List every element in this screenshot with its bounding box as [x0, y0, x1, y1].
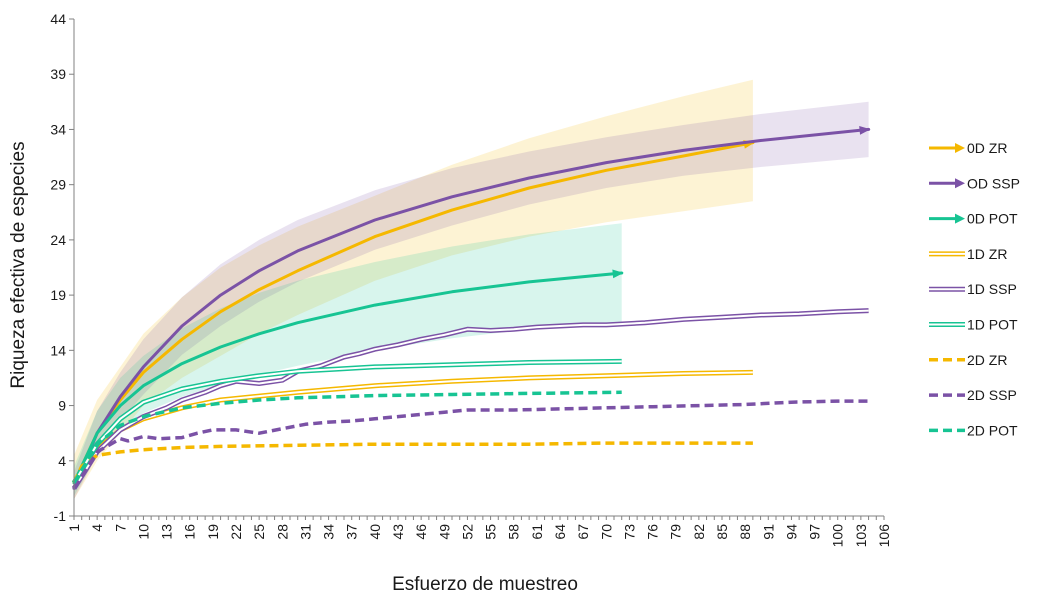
y-tick-label: 14: [50, 342, 66, 358]
x-tick-label: 97: [807, 524, 823, 540]
x-tick-label: 46: [413, 524, 429, 540]
x-tick-label: 82: [691, 524, 707, 540]
x-tick-label: 76: [645, 524, 661, 540]
series-1d-pot-core: [73, 360, 622, 484]
legend-label: 1D ZR: [967, 246, 1007, 262]
legend: 0D ZR OD SSP 0D POT 1D ZR 1D SSP 1D POT 2D ZR 2…: [929, 140, 1020, 438]
x-tick-label: 34: [321, 524, 337, 540]
legend-label: 2D POT: [967, 422, 1018, 438]
x-tick-label: 13: [159, 524, 175, 540]
series-1d-ssp-core: [73, 309, 869, 489]
legend-label: 1D POT: [967, 317, 1018, 333]
x-tick-label: 10: [135, 524, 151, 540]
x-tick-label: 100: [830, 524, 846, 548]
y-tick-label: 19: [50, 287, 66, 303]
x-tick-label: 88: [737, 524, 753, 540]
x-tick-label: 73: [621, 524, 637, 540]
legend-item-2d-ssp: 2D SSP: [929, 387, 1017, 403]
legend-label: 0D ZR: [967, 140, 1007, 156]
legend-item-2d-zr: 2D ZR: [929, 352, 1007, 368]
y-tick-label: 24: [50, 232, 66, 248]
x-tick-label: 52: [459, 524, 475, 540]
x-tick-label: 7: [112, 524, 128, 532]
legend-label: OD SSP: [967, 175, 1020, 191]
x-tick-label: 25: [251, 524, 267, 540]
legend-arrowhead: [955, 143, 965, 153]
legend-arrowhead: [955, 213, 965, 224]
legend-item-0d-pot: 0D POT: [929, 211, 1018, 227]
series-2d-pot: [72, 390, 622, 484]
legend-label: 2D SSP: [967, 387, 1017, 403]
x-tick-label: 67: [575, 524, 591, 540]
series-0d-zr: [72, 141, 755, 485]
x-tick-label: 94: [783, 524, 799, 540]
x-tick-label: 79: [668, 524, 684, 540]
series-2d-ssp: [72, 399, 869, 490]
series-od-ssp: [72, 127, 871, 490]
y-tick-label: -1: [54, 508, 67, 524]
series-od-ssp-arrowhead: [859, 126, 871, 135]
x-tick-label: 19: [205, 524, 221, 540]
y-tick-label: 29: [50, 177, 66, 193]
x-tick-label: 49: [436, 524, 452, 540]
legend-label: 1D SSP: [967, 281, 1017, 297]
x-tick-label: 55: [483, 524, 499, 540]
x-tick-label: 91: [760, 524, 776, 540]
x-tick-label: 40: [367, 524, 383, 540]
band-0d-pot: [74, 223, 622, 497]
y-tick-label: 34: [50, 121, 66, 137]
x-tick-label: 58: [506, 524, 522, 540]
x-tick-label: 61: [529, 524, 545, 540]
x-tick-label: 31: [297, 524, 313, 540]
band-od-ssp: [74, 101, 869, 500]
series-2d-zr: [72, 441, 753, 484]
legend-item-2d-pot: 2D POT: [929, 422, 1018, 438]
series-0d-pot: [72, 271, 624, 485]
y-tick-label: 39: [50, 66, 66, 82]
bands-layer: [74, 79, 869, 500]
x-tick-label: 70: [598, 524, 614, 540]
series-0d-pot-arrowhead: [612, 269, 624, 279]
x-tick-label: 16: [182, 524, 198, 540]
legend-item-0d-zr: 0D ZR: [929, 140, 1007, 156]
x-tick-label: 43: [390, 524, 406, 540]
legend-item-1d-zr: 1D ZR: [929, 246, 1007, 262]
legend-label: 2D ZR: [967, 352, 1007, 368]
x-tick-label: 64: [552, 524, 568, 540]
x-axis-title: Esfuerzo de muestreo: [392, 574, 578, 594]
y-tick-label: 44: [50, 11, 66, 27]
legend-label: 0D POT: [967, 211, 1018, 227]
x-tick-label: 22: [228, 524, 244, 540]
x-tick-label: 103: [853, 524, 869, 548]
x-tick-label: 4: [89, 524, 105, 532]
x-tick-label: 1: [66, 524, 82, 532]
x-tick-label: 28: [274, 524, 290, 540]
x-tick-label: 85: [714, 524, 730, 540]
lines-layer: [71, 126, 871, 490]
x-tick-label: 106: [876, 524, 892, 548]
y-tick-label: 4: [58, 453, 66, 469]
y-axis-title: Riqueza efectiva de especies: [8, 141, 29, 388]
y-tick-label: 9: [58, 398, 66, 414]
legend-item-1d-pot: 1D POT: [929, 317, 1018, 333]
legend-item-od-ssp: OD SSP: [929, 175, 1020, 191]
x-tick-label: 37: [344, 524, 360, 540]
band-0d-zr: [74, 79, 753, 500]
legend-item-1d-ssp: 1D SSP: [929, 281, 1017, 297]
legend-arrowhead: [955, 178, 965, 189]
